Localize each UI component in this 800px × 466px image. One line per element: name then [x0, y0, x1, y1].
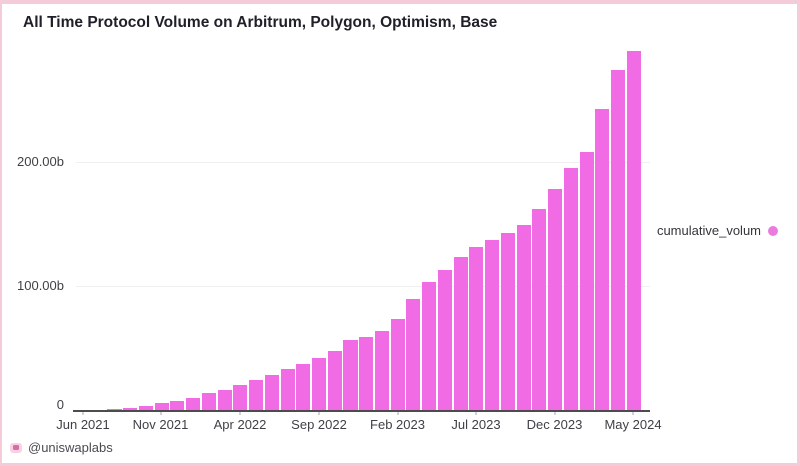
x-axis-tick — [239, 411, 241, 415]
watermark-handle: @uniswaplabs — [28, 440, 113, 455]
bar-jun-2023[interactable] — [453, 256, 468, 410]
x-axis-tick — [554, 411, 555, 415]
bar-mar-2023[interactable] — [406, 298, 421, 410]
bar-aug-2022[interactable] — [296, 364, 311, 410]
chart-card: All Time Protocol Volume on Arbitrum, Po… — [2, 4, 797, 463]
y-axis-label-100b: 100.00b — [17, 278, 64, 293]
bar-jun-2022[interactable] — [264, 375, 279, 410]
bar-jan-2024[interactable] — [563, 167, 578, 410]
bar-aug-2021[interactable] — [107, 408, 122, 410]
bar-oct-2023[interactable] — [516, 224, 531, 410]
x-axis-tick — [397, 411, 398, 415]
bar-oct-2022[interactable] — [327, 350, 342, 410]
x-axis-label: Apr 2022 — [213, 417, 267, 432]
x-axis-tick — [632, 411, 634, 415]
bar-apr-2022[interactable] — [233, 385, 248, 410]
gridline-200b — [76, 162, 650, 163]
bar-may-2023[interactable] — [437, 270, 452, 410]
legend-dot-icon — [768, 225, 778, 236]
legend-label: cumulative_volum — [656, 223, 761, 238]
legend-item[interactable]: cumulative_volum — [657, 223, 778, 238]
x-axis-label: Feb 2023 — [370, 417, 425, 432]
bar-aug-2023[interactable] — [485, 239, 500, 410]
bar-apr-2024[interactable] — [610, 70, 626, 410]
x-axis-tick — [160, 411, 161, 415]
bar-sep-2023[interactable] — [500, 233, 515, 410]
gridline-100b — [76, 286, 650, 287]
x-axis-label: Jul 2023 — [451, 417, 501, 432]
bar-series — [76, 50, 641, 410]
x-axis-line — [73, 410, 650, 412]
bar-jul-2021[interactable] — [91, 409, 106, 410]
bar-oct-2021[interactable] — [138, 405, 153, 410]
bar-jul-2022[interactable] — [280, 369, 295, 410]
bar-mar-2024[interactable] — [595, 108, 610, 410]
bar-may-2024[interactable] — [626, 50, 641, 410]
x-axis-tick — [318, 411, 320, 415]
bar-nov-2021[interactable] — [154, 403, 169, 410]
bar-mar-2022[interactable] — [217, 389, 232, 410]
bar-jul-2023[interactable] — [469, 246, 484, 410]
x-axis-tick — [475, 411, 477, 415]
watermark: @uniswaplabs — [10, 440, 113, 455]
bar-sep-2022[interactable] — [312, 358, 327, 410]
x-axis-label: Jun 2021 — [56, 417, 110, 432]
bar-feb-2023[interactable] — [390, 318, 405, 410]
y-axis-label-200b: 200.00b — [17, 154, 64, 169]
bar-dec-2021[interactable] — [170, 400, 185, 410]
bar-nov-2022[interactable] — [343, 340, 358, 410]
bar-dec-2023[interactable] — [548, 188, 563, 410]
x-axis-label: Sep 2022 — [291, 417, 347, 432]
bar-feb-2024[interactable] — [579, 151, 594, 410]
bar-nov-2023[interactable] — [532, 208, 547, 410]
bar-jan-2023[interactable] — [374, 330, 389, 410]
x-axis-label: May 2024 — [604, 417, 662, 432]
bar-dec-2022[interactable] — [359, 337, 374, 410]
uniswap-logo-icon — [10, 442, 22, 453]
x-axis-label: Nov 2021 — [132, 417, 189, 432]
chart-title: All Time Protocol Volume on Arbitrum, Po… — [23, 14, 498, 31]
bar-apr-2023[interactable] — [422, 281, 437, 410]
bar-may-2022[interactable] — [249, 380, 264, 410]
y-axis-label-0: 0 — [56, 397, 64, 412]
x-axis-label: Dec 2023 — [526, 417, 583, 432]
bar-feb-2022[interactable] — [201, 393, 216, 410]
bar-jan-2022[interactable] — [186, 397, 201, 410]
bar-sep-2021[interactable] — [123, 407, 138, 410]
bar-jun-2021[interactable] — [76, 409, 91, 410]
x-axis-tick — [82, 411, 84, 415]
